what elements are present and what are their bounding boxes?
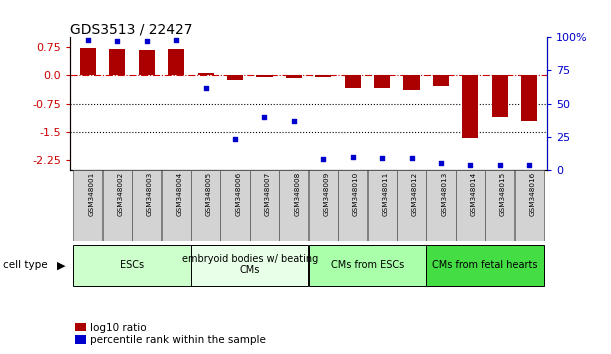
Text: GSM348008: GSM348008: [294, 172, 300, 216]
Text: GSM348002: GSM348002: [118, 172, 123, 216]
Bar: [403, 75, 420, 90]
Bar: [309, 245, 426, 286]
Text: GSM348006: GSM348006: [235, 172, 241, 216]
Text: GSM348007: GSM348007: [265, 172, 271, 216]
Point: [289, 118, 299, 124]
Bar: [426, 245, 544, 286]
Bar: [168, 48, 185, 75]
Bar: [433, 75, 449, 86]
Bar: [103, 170, 132, 241]
Bar: [227, 75, 243, 80]
Text: GDS3513 / 22427: GDS3513 / 22427: [70, 22, 192, 36]
Point: [377, 155, 387, 161]
Bar: [257, 75, 273, 77]
Text: embryoid bodies w/ beating
CMs: embryoid bodies w/ beating CMs: [181, 254, 318, 275]
Bar: [374, 75, 390, 88]
Point: [200, 85, 210, 91]
Text: ▶: ▶: [57, 261, 66, 270]
Text: CMs from fetal hearts: CMs from fetal hearts: [433, 259, 538, 270]
Point: [407, 155, 417, 161]
Bar: [286, 75, 302, 78]
Bar: [109, 49, 125, 75]
Bar: [73, 170, 103, 241]
Bar: [426, 170, 456, 241]
Text: GSM348011: GSM348011: [382, 172, 389, 216]
Point: [230, 137, 240, 142]
Point: [495, 162, 505, 167]
Bar: [279, 170, 309, 241]
Text: GSM348009: GSM348009: [324, 172, 329, 216]
Text: GSM348012: GSM348012: [412, 172, 418, 216]
Point: [112, 38, 122, 44]
Bar: [139, 51, 155, 75]
Bar: [191, 170, 220, 241]
Bar: [397, 170, 426, 241]
Bar: [80, 48, 96, 75]
Text: GSM348010: GSM348010: [353, 172, 359, 216]
Text: cell type: cell type: [3, 261, 48, 270]
Point: [318, 156, 328, 162]
Bar: [132, 170, 161, 241]
Bar: [197, 73, 214, 75]
Point: [83, 37, 93, 43]
Text: ESCs: ESCs: [120, 259, 144, 270]
Bar: [221, 170, 249, 241]
Bar: [162, 170, 191, 241]
Bar: [345, 75, 360, 88]
Text: GSM348016: GSM348016: [530, 172, 535, 216]
Bar: [463, 75, 478, 138]
Bar: [250, 170, 279, 241]
Point: [260, 114, 269, 120]
Text: GSM348015: GSM348015: [500, 172, 506, 216]
Legend: log10 ratio, percentile rank within the sample: log10 ratio, percentile rank within the …: [76, 322, 266, 345]
Bar: [191, 245, 309, 286]
Bar: [521, 75, 537, 121]
Point: [171, 37, 181, 43]
Point: [466, 162, 475, 167]
Bar: [338, 170, 367, 241]
Point: [436, 160, 446, 166]
Text: GSM348003: GSM348003: [147, 172, 153, 216]
Bar: [73, 245, 191, 286]
Text: GSM348014: GSM348014: [470, 172, 477, 216]
Text: GSM348004: GSM348004: [177, 172, 183, 216]
Text: GSM348013: GSM348013: [441, 172, 447, 216]
Bar: [368, 170, 397, 241]
Bar: [492, 75, 508, 117]
Point: [348, 154, 357, 159]
Text: CMs from ESCs: CMs from ESCs: [331, 259, 404, 270]
Text: GSM348005: GSM348005: [206, 172, 212, 216]
Point: [524, 162, 534, 167]
Bar: [485, 170, 514, 241]
Text: GSM348001: GSM348001: [88, 172, 94, 216]
Bar: [514, 170, 544, 241]
Bar: [456, 170, 485, 241]
Point: [142, 38, 152, 44]
Bar: [309, 170, 338, 241]
Bar: [315, 75, 331, 77]
